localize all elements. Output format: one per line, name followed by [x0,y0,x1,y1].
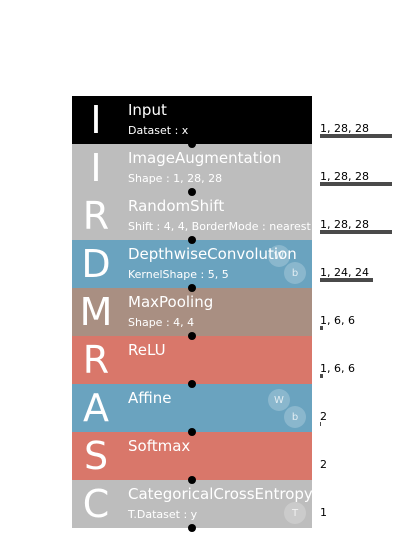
output-shape-label: 1, 6, 6 [320,362,355,375]
layer-depthwiseconvolution[interactable]: D DepthwiseConvolution KernelShape : 5, 5 W… [72,240,312,292]
output-size-bar [320,326,323,330]
layer-name: Softmax [128,437,191,455]
connector-dot[interactable] [188,284,196,292]
output-size-bar [320,278,373,282]
output-size-bar [320,230,392,234]
connector-dot[interactable] [188,380,196,388]
layer-name: RandomShift [128,197,225,215]
output-shape-row: 2 [320,384,400,432]
output-shape-label: 2 [320,458,327,471]
output-shape-row: 1, 28, 28 [320,144,400,192]
layer-letter: I [90,146,102,190]
layer-softmax[interactable]: S Softmax [72,432,312,484]
output-shape-label: 2 [320,410,327,423]
layer-relu[interactable]: R ReLU [72,336,312,388]
layer-categoricalcrossentropy[interactable]: C CategoricalCrossEntropy T.Dataset : y T [72,480,313,532]
layer-name: ReLU [128,341,166,359]
output-shape-label: 1, 28, 28 [320,122,369,135]
output-size-bar [320,374,323,378]
param-w-icon[interactable]: W [268,389,290,411]
param-w-icon[interactable]: W [268,245,290,267]
layer-property: T.Dataset : y [128,508,198,521]
param-b-icon[interactable]: b [284,262,306,284]
connector-dot[interactable] [188,188,196,196]
connector-dot[interactable] [188,428,196,436]
layer-property: Shape : 4, 4 [128,316,195,329]
layer-letter: R [82,338,110,382]
connector-dot[interactable] [188,524,196,532]
param-t-icon[interactable]: T [284,502,306,524]
connector-dot[interactable] [188,140,196,148]
output-size-bar [320,182,392,186]
connector-dot[interactable] [188,332,196,340]
output-shape-row: 1 [320,480,400,528]
output-shape-label: 1, 24, 24 [320,266,369,279]
layer-letter: R [82,194,110,238]
layer-maxpooling[interactable]: M MaxPooling Shape : 4, 4 [72,288,312,340]
layer-name: ImageAugmentation [128,149,282,167]
layer-input[interactable]: I Input Dataset : x [72,96,312,148]
layer-name: Input [128,101,167,119]
output-shape-label: 1 [320,506,327,519]
layer-letter: M [79,290,113,334]
connector-dot[interactable] [188,236,196,244]
output-shape-row: 1, 24, 24 [320,240,400,288]
layer-name: DepthwiseConvolution [128,245,297,263]
output-shape-row: 2 [320,432,400,480]
layer-letter: I [90,98,102,142]
output-size-bar [320,422,321,426]
output-shape-row: 1, 28, 28 [320,96,400,144]
layer-name: MaxPooling [128,293,214,311]
output-shape-row: 1, 6, 6 [320,288,400,336]
layer-property: Shift : 4, 4, BorderMode : nearest [128,220,311,233]
layer-property: KernelShape : 5, 5 [128,268,229,281]
output-shape-row: 1, 28, 28 [320,192,400,240]
layer-letter: A [83,386,109,430]
layer-randomshift[interactable]: R RandomShift Shift : 4, 4, BorderMode : n… [72,192,312,244]
output-shape-row: 1, 6, 6 [320,336,400,384]
layer-name: Affine [128,389,172,407]
layer-property: Shape : 1, 28, 28 [128,172,223,185]
output-shape-label: 1, 28, 28 [320,218,369,231]
layer-letter: S [83,434,109,478]
layer-property: Dataset : x [128,124,189,137]
output-size-bar [320,134,392,138]
layer-letter: C [82,482,110,526]
output-shape-label: 1, 6, 6 [320,314,355,327]
connector-dot[interactable] [188,476,196,484]
layer-letter: D [81,242,111,286]
layer-name: CategoricalCrossEntropy [128,485,313,503]
network-graph: I Input Dataset : x I ImageAugmentation Shape… [72,96,313,532]
output-shapes-column: 1, 28, 28 1, 28, 28 1, 28, 28 1, 24, 24 1, 6… [320,96,400,528]
output-shape-label: 1, 28, 28 [320,170,369,183]
layer-imageaugmentation[interactable]: I ImageAugmentation Shape : 1, 28, 28 [72,144,312,196]
param-b-icon[interactable]: b [284,406,306,428]
